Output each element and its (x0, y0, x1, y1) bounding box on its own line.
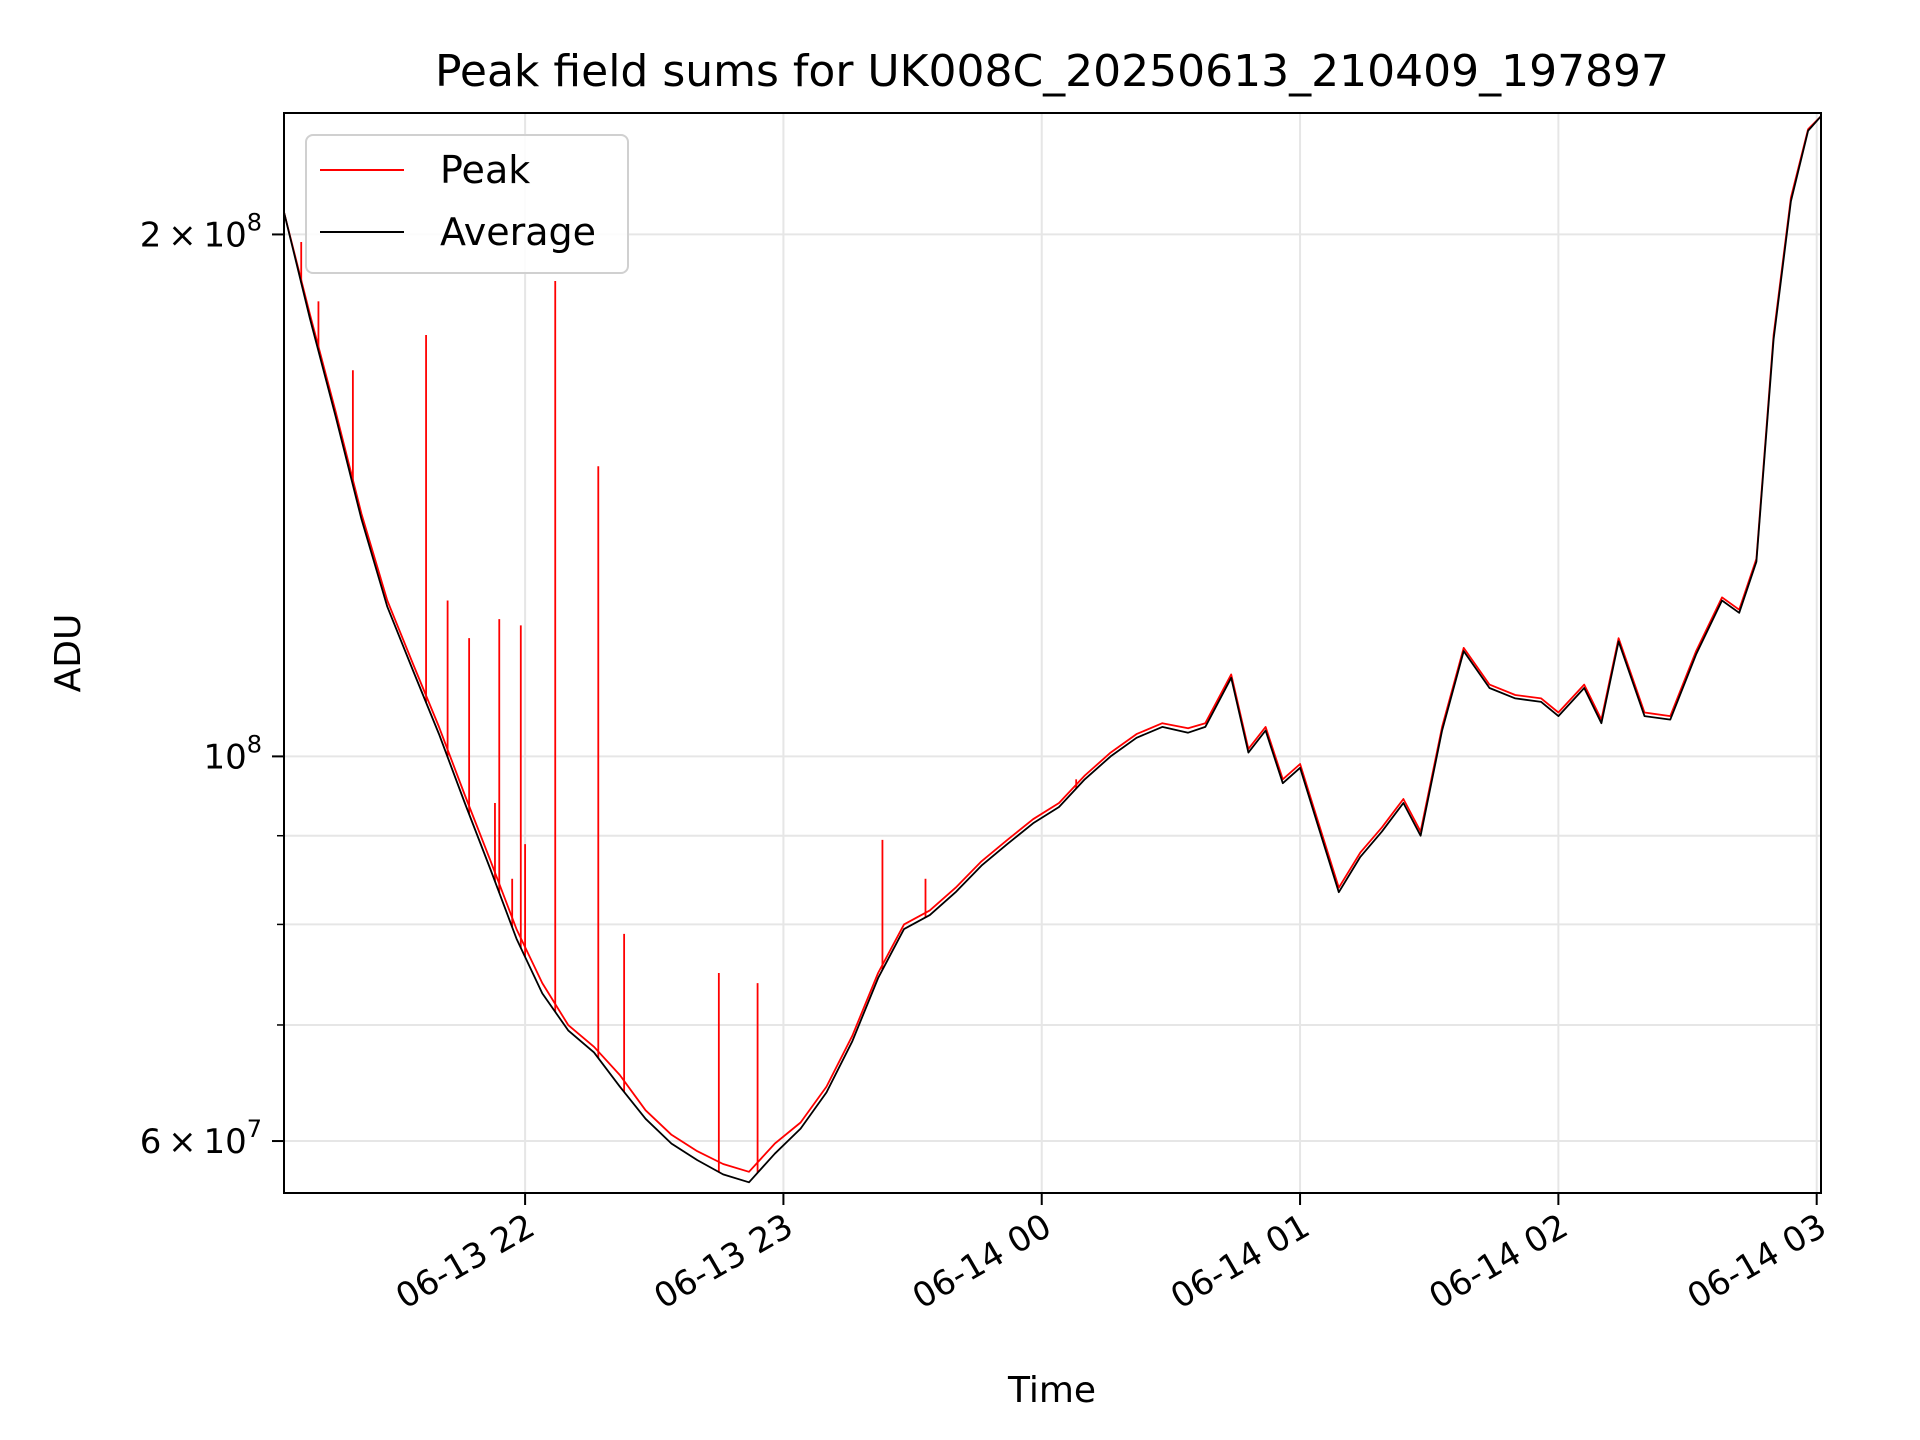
series-lines (283, 115, 1822, 1184)
grid (284, 113, 1821, 1193)
chart-title: Peak field sums for UK008C_20250613_2104… (435, 46, 1669, 97)
legend-label-peak: Peak (440, 148, 530, 192)
y-axis-label: ADU (48, 614, 89, 693)
legend-label-average: Average (440, 210, 596, 254)
y-tick-label: 6 × 107 (140, 1115, 262, 1162)
plot-frame (283, 112, 1822, 1194)
legend: Peak Average (305, 134, 629, 274)
series-line-average (283, 115, 1822, 1184)
y-tick-label: 108 (203, 730, 262, 777)
y-axis-ticks: 6 × 107 108 2 × 108 (140, 208, 284, 1162)
y-tick-label: 2 × 108 (140, 208, 262, 255)
x-axis-label: Time (1007, 1370, 1096, 1411)
